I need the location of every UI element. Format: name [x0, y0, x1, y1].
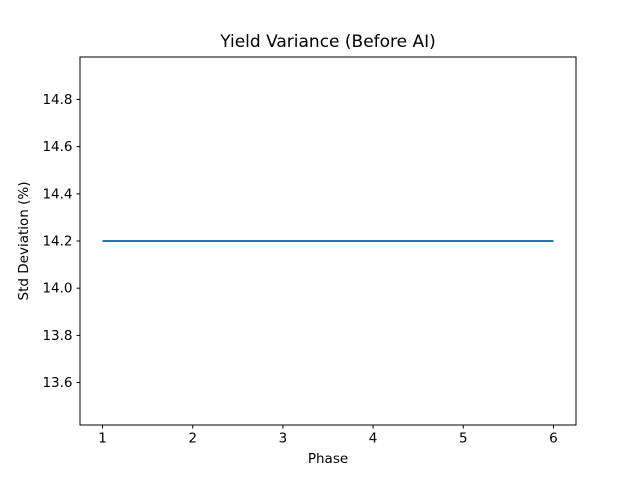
axis-tick-labels: 1 2 3 4 5 6 13.6 13.8 14.0 14.2 14.4 14.6 14.8 — [42, 92, 557, 447]
y-tick-label: 14.0 — [42, 281, 72, 297]
x-axis-label: Phase — [308, 451, 348, 467]
x-tick-label: 6 — [549, 431, 558, 447]
x-tick-label: 5 — [459, 431, 468, 447]
x-tick-label: 1 — [98, 431, 107, 447]
x-tick-label: 2 — [188, 431, 197, 447]
y-axis-label: Std Deviation (%) — [16, 182, 32, 301]
x-tick-label: 3 — [279, 431, 288, 447]
y-tick-label: 13.8 — [42, 328, 72, 344]
y-tick-label: 14.2 — [42, 234, 72, 250]
y-tick-label: 13.6 — [42, 375, 72, 391]
y-tick-label: 14.8 — [42, 92, 72, 108]
y-tick-label: 14.6 — [42, 139, 72, 155]
axis-ticks — [76, 98, 554, 429]
chart-title: Yield Variance (Before AI) — [219, 32, 436, 52]
x-tick-label: 4 — [369, 431, 378, 447]
y-tick-label: 14.4 — [42, 186, 72, 202]
